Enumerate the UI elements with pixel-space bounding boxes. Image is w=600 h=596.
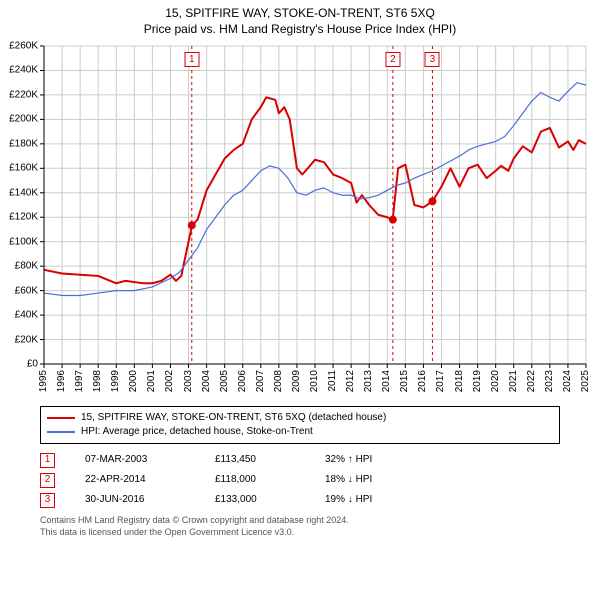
sale-price: £113,450 bbox=[215, 450, 295, 470]
sale-pct-vs-hpi: 18% ↓ HPI bbox=[325, 470, 405, 490]
y-tick-label: £240K bbox=[0, 65, 38, 76]
y-tick-label: £20K bbox=[0, 334, 38, 345]
sale-pct-vs-hpi: 32% ↑ HPI bbox=[325, 450, 405, 470]
sale-price: £118,000 bbox=[215, 470, 295, 490]
legend-swatch bbox=[47, 431, 75, 433]
y-tick-label: £140K bbox=[0, 187, 38, 198]
y-tick-label: £100K bbox=[0, 236, 38, 247]
event-marker: 1 bbox=[184, 52, 199, 67]
chart-subtitle: Price paid vs. HM Land Registry's House … bbox=[0, 22, 600, 36]
legend: 15, SPITFIRE WAY, STOKE-ON-TRENT, ST6 5X… bbox=[40, 406, 560, 444]
y-tick-label: £40K bbox=[0, 310, 38, 321]
y-tick-label: £200K bbox=[0, 114, 38, 125]
legend-label: HPI: Average price, detached house, Stok… bbox=[81, 425, 313, 439]
event-marker: 3 bbox=[425, 52, 440, 67]
chart-svg bbox=[0, 40, 600, 400]
sale-pct-vs-hpi: 19% ↓ HPI bbox=[325, 490, 405, 510]
y-tick-label: £220K bbox=[0, 89, 38, 100]
sale-row: 1 07-MAR-2003 £113,450 32% ↑ HPI bbox=[40, 450, 560, 470]
footer-line-2: This data is licensed under the Open Gov… bbox=[40, 526, 560, 538]
sale-date: 07-MAR-2003 bbox=[85, 450, 185, 470]
sale-row: 3 30-JUN-2016 £133,000 19% ↓ HPI bbox=[40, 490, 560, 510]
legend-item: 15, SPITFIRE WAY, STOKE-ON-TRENT, ST6 5X… bbox=[47, 411, 553, 425]
y-tick-label: £80K bbox=[0, 261, 38, 272]
y-tick-label: £160K bbox=[0, 163, 38, 174]
sale-marker: 1 bbox=[40, 453, 55, 468]
legend-label: 15, SPITFIRE WAY, STOKE-ON-TRENT, ST6 5X… bbox=[81, 411, 386, 425]
footer-attribution: Contains HM Land Registry data © Crown c… bbox=[40, 514, 560, 538]
legend-swatch bbox=[47, 417, 75, 419]
footer-line-1: Contains HM Land Registry data © Crown c… bbox=[40, 514, 560, 526]
y-tick-label: £180K bbox=[0, 138, 38, 149]
chart-title: 15, SPITFIRE WAY, STOKE-ON-TRENT, ST6 5X… bbox=[0, 6, 600, 20]
sale-marker: 3 bbox=[40, 493, 55, 508]
y-tick-label: £120K bbox=[0, 212, 38, 223]
y-tick-label: £60K bbox=[0, 285, 38, 296]
x-tick-label: 2025 bbox=[580, 370, 600, 392]
sale-date: 30-JUN-2016 bbox=[85, 490, 185, 510]
sale-marker: 2 bbox=[40, 473, 55, 488]
sale-date: 22-APR-2014 bbox=[85, 470, 185, 490]
chart-area: £0 £20K £40K £60K £80K £100K £120K £140K £160K £1… bbox=[0, 40, 600, 400]
sales-table: 1 07-MAR-2003 £113,450 32% ↑ HPI 2 22-APR-201… bbox=[40, 450, 560, 510]
legend-item: HPI: Average price, detached house, Stok… bbox=[47, 425, 553, 439]
sale-price: £133,000 bbox=[215, 490, 295, 510]
event-marker: 2 bbox=[385, 52, 400, 67]
y-tick-label: £260K bbox=[0, 41, 38, 52]
y-tick-label: £0 bbox=[0, 359, 38, 370]
sale-row: 2 22-APR-2014 £118,000 18% ↓ HPI bbox=[40, 470, 560, 490]
